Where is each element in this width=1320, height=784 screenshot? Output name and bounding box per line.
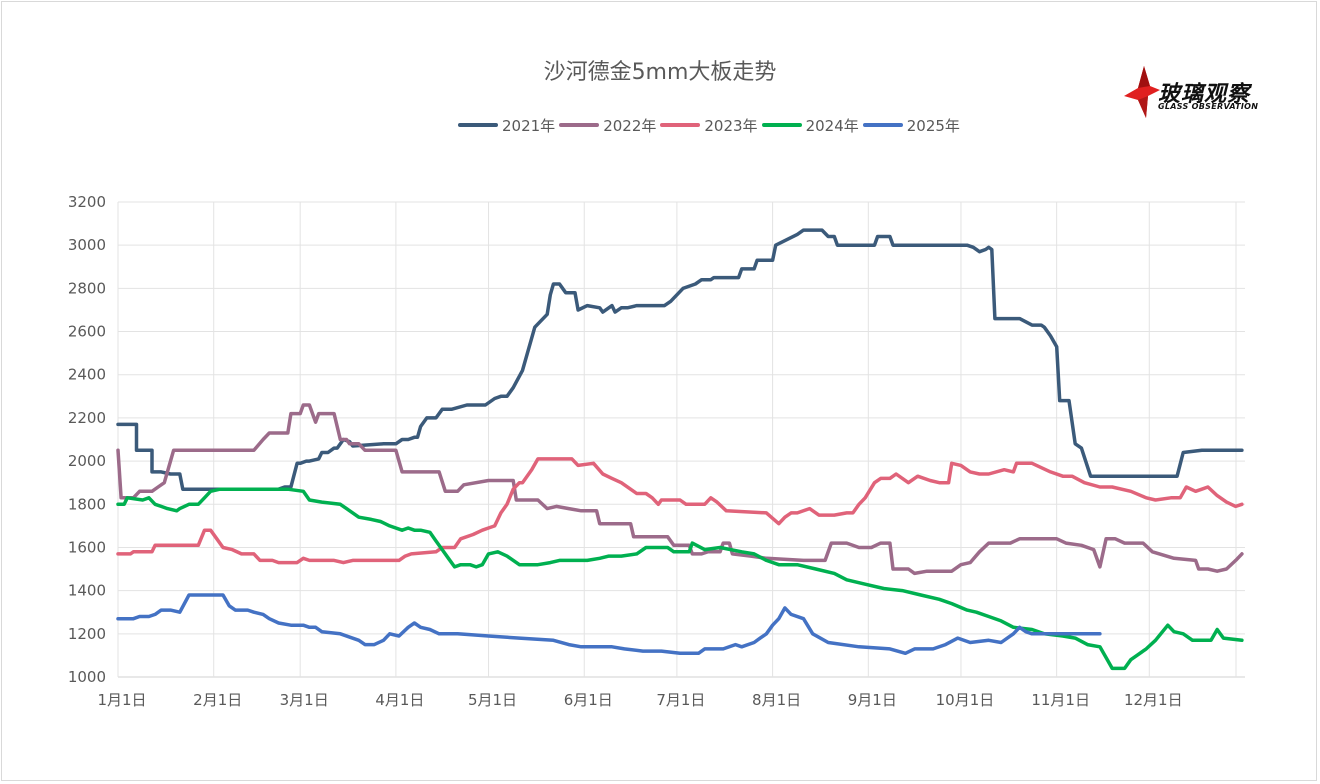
chart-title: 沙河德金5mm大板走势	[543, 60, 777, 85]
logo-text-en: GLASS OBSERVATION	[1158, 102, 1259, 111]
legend-swatch-2023	[660, 123, 701, 127]
legend-label-2021: 2021年	[502, 116, 556, 135]
series-lines	[116, 228, 1244, 671]
chart-legend: 2021年 2022年 2023年 2024年 2025年	[458, 114, 964, 136]
y-tick-label: 2400	[68, 366, 106, 384]
x-tick-label: 6月1日	[564, 691, 613, 709]
y-tick-label: 2800	[68, 279, 106, 297]
legend-item-2022[interactable]: 2022年	[559, 115, 656, 136]
x-tick-label: 2月1日	[193, 691, 242, 709]
y-tick-label: 1000	[68, 668, 106, 686]
x-tick-label: 3月1日	[280, 691, 329, 709]
logo-text-cn: 玻璃观察	[1158, 82, 1251, 107]
x-tick-label: 12月1日	[1124, 691, 1183, 709]
y-tick-label: 1800	[68, 495, 106, 513]
legend-item-2023[interactable]: 2023年	[660, 115, 758, 136]
y-axis: 1000 1200 1400 1600 1800 2000 2200 2400 2600 2800…	[68, 193, 106, 686]
y-tick-label: 1600	[68, 538, 106, 556]
legend-swatch-2025	[862, 123, 903, 127]
y-tick-label: 1200	[68, 625, 106, 643]
x-tick-label: 4月1日	[375, 691, 424, 709]
legend-label-2024: 2024年	[805, 116, 859, 135]
red-star-icon	[1124, 66, 1160, 118]
legend-item-2021[interactable]: 2021年	[458, 115, 555, 136]
y-tick-label: 1400	[68, 582, 106, 600]
series-line-2025[interactable]	[116, 593, 1102, 656]
legend-label-2023: 2023年	[704, 116, 758, 135]
legend-swatch-2024	[761, 123, 802, 127]
grid-lines	[117, 201, 1245, 678]
legend-swatch-2021	[458, 123, 498, 127]
legend-swatch-2022	[559, 123, 600, 127]
legend-item-2025[interactable]: 2025年	[862, 115, 960, 136]
x-tick-label: 5月1日	[468, 691, 517, 709]
x-tick-label: 1月1日	[97, 691, 146, 709]
legend-item-2024[interactable]: 2024年	[761, 115, 859, 136]
x-tick-label: 8月1日	[752, 691, 801, 709]
x-axis: 1月1日 2月1日 3月1日 4月1日 5月1日 6月1日 7月1日 8月1日 9月1日 10月1…	[97, 691, 1182, 709]
y-tick-label: 2000	[68, 452, 106, 470]
x-tick-label: 11月1日	[1031, 691, 1090, 709]
series-line-2024[interactable]	[116, 487, 1244, 671]
series-line-2021[interactable]	[116, 228, 1244, 491]
x-tick-label: 7月1日	[656, 691, 705, 709]
glass-observation-logo: 玻璃观察 GLASS OBSERVATION	[1122, 64, 1282, 122]
y-tick-label: 2600	[68, 323, 106, 341]
y-tick-label: 2200	[68, 409, 106, 427]
series-line-2023[interactable]	[116, 457, 1244, 565]
y-tick-label: 3200	[68, 193, 106, 211]
x-tick-label: 10月1日	[936, 691, 995, 709]
legend-label-2025: 2025年	[906, 116, 960, 135]
x-tick-label: 9月1日	[848, 691, 897, 709]
legend-label-2022: 2022年	[603, 116, 657, 135]
y-tick-label: 3000	[68, 236, 106, 254]
